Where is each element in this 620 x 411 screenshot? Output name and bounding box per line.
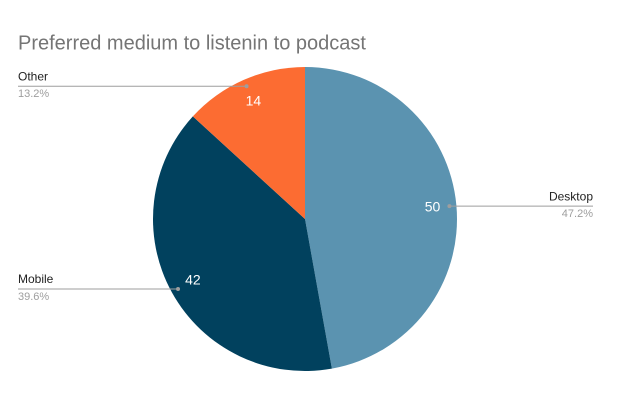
pie-slice <box>192 67 305 219</box>
slice-value-label: 42 <box>185 272 201 288</box>
pie-slice <box>305 67 458 369</box>
category-label: Mobile <box>18 272 54 286</box>
leader-dot <box>176 287 181 292</box>
category-label: Desktop <box>549 189 593 203</box>
chart-title: Preferred medium to listenin to podcast <box>18 32 366 54</box>
slice-value-label: 50 <box>425 198 441 214</box>
leader-dot <box>244 84 249 89</box>
percent-label: 47.2% <box>562 208 593 220</box>
pie-slice <box>152 116 332 372</box>
percent-label: 13.2% <box>18 88 49 100</box>
category-label: Other <box>18 69 48 83</box>
slice-value-label: 14 <box>246 93 262 109</box>
leader-dot <box>447 204 452 209</box>
percent-label: 39.6% <box>18 291 49 303</box>
